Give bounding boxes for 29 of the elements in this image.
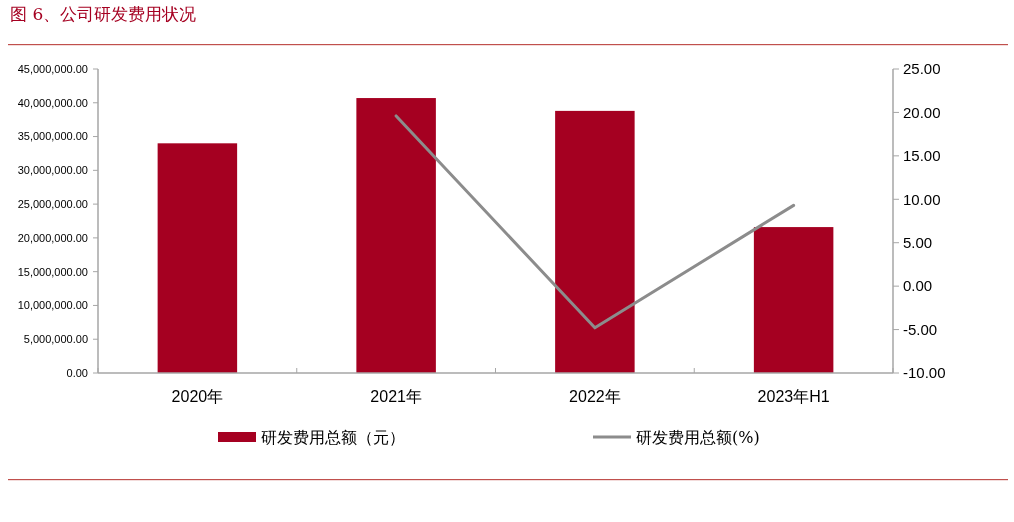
y2-tick-label: 5.00 — [903, 233, 933, 251]
y2-tick-label: 10.00 — [903, 190, 941, 208]
y2-tick-label: 0.00 — [903, 277, 933, 295]
y-tick-label: 5,000,000.00 — [23, 333, 88, 346]
legend-label: 研发费用总额(%) — [636, 427, 760, 447]
y2-tick-label: -10.00 — [903, 364, 946, 382]
y2-tick-label: 25.00 — [903, 60, 941, 78]
y-tick-label: 0.00 — [66, 366, 88, 379]
y-tick-label: 40,000,000.00 — [17, 96, 88, 109]
bar — [157, 143, 238, 373]
legend-label: 研发费用总额（元） — [261, 427, 405, 447]
chart-title: 图 6、公司研发费用状况 — [10, 4, 197, 24]
y-tick-label: 10,000,000.00 — [17, 299, 88, 312]
y-tick-label: 35,000,000.00 — [17, 130, 88, 143]
x-tick-label: 2022年 — [569, 388, 621, 405]
y-tick-label: 20,000,000.00 — [17, 231, 88, 244]
bar — [753, 227, 834, 373]
y2-tick-label: 20.00 — [903, 103, 941, 121]
bar — [555, 110, 635, 373]
bar — [356, 98, 436, 373]
y-tick-label: 45,000,000.00 — [17, 62, 88, 75]
x-tick-label: 2021年 — [370, 388, 422, 405]
x-tick-label: 2023年H1 — [757, 388, 830, 405]
y-tick-label: 30,000,000.00 — [17, 164, 88, 177]
x-tick-label: 2020年 — [171, 388, 224, 405]
y2-tick-label: 15.00 — [903, 147, 941, 165]
y-tick-label: 25,000,000.00 — [17, 197, 88, 210]
y2-tick-label: -5.00 — [903, 320, 938, 338]
y-tick-label: 15,000,000.00 — [17, 265, 88, 278]
